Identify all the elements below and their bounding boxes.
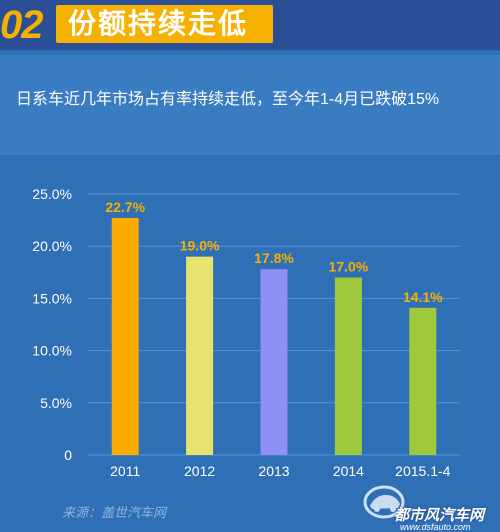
y-tick-label: 15.0% [32, 290, 72, 306]
subtitle-text: 日系车近几年市场占有率持续走低，至今年1-4月已跌破15% [16, 91, 440, 108]
y-tick-label: 25.0% [32, 186, 72, 202]
bar [409, 307, 437, 455]
value-label: 17.8% [254, 250, 294, 266]
section-number: 02 [0, 3, 44, 47]
car-logo-icon [363, 485, 405, 519]
y-tick-label: 5.0% [40, 395, 72, 411]
y-tick-label: 0 [64, 447, 72, 463]
value-labels: 22.7% 19.0% 17.8% 17.0% 14.1% [105, 199, 443, 305]
value-label: 14.1% [403, 289, 443, 305]
y-axis-ticks: 0 5.0% 10.0% 15.0% 20.0% 25.0% [32, 186, 72, 463]
x-tick-label: 2013 [258, 463, 289, 479]
watermark-url: www.dsfauto.com [400, 522, 471, 532]
y-tick-label: 20.0% [32, 238, 72, 254]
source-caption: 来源：盖世汽车网 [62, 505, 167, 520]
chart-bars [111, 218, 437, 455]
x-tick-label: 2012 [184, 463, 215, 479]
x-tick-label: 2014 [333, 463, 364, 479]
bar [260, 269, 288, 455]
watermark-name: 都市风汽车网 [394, 507, 485, 524]
value-label: 19.0% [180, 238, 220, 254]
x-tick-label: 2011 [110, 463, 140, 479]
bar [334, 277, 362, 455]
watermark: 都市风汽车网 www.dsfauto.com [360, 478, 500, 532]
bar [186, 256, 214, 455]
subtitle-band: 日系车近几年市场占有率持续走低，至今年1-4月已跌破15% [0, 55, 500, 155]
title-banner: 份额持续走低 [56, 5, 273, 43]
header-bar: 02 份额持续走低 [0, 0, 500, 50]
x-axis-ticks: 2011 2012 2013 2014 2015.1-4 [110, 463, 450, 479]
value-label: 17.0% [329, 259, 369, 275]
bar-chart: 0 5.0% 10.0% 15.0% 20.0% 25.0% 22.7% 19.0% 17.8… [32, 186, 460, 479]
y-tick-label: 10.0% [32, 343, 72, 359]
x-tick-label: 2015.1-4 [395, 463, 450, 479]
bar [111, 218, 139, 455]
page-title: 份额持续走低 [68, 8, 249, 39]
value-label: 22.7% [105, 199, 145, 215]
